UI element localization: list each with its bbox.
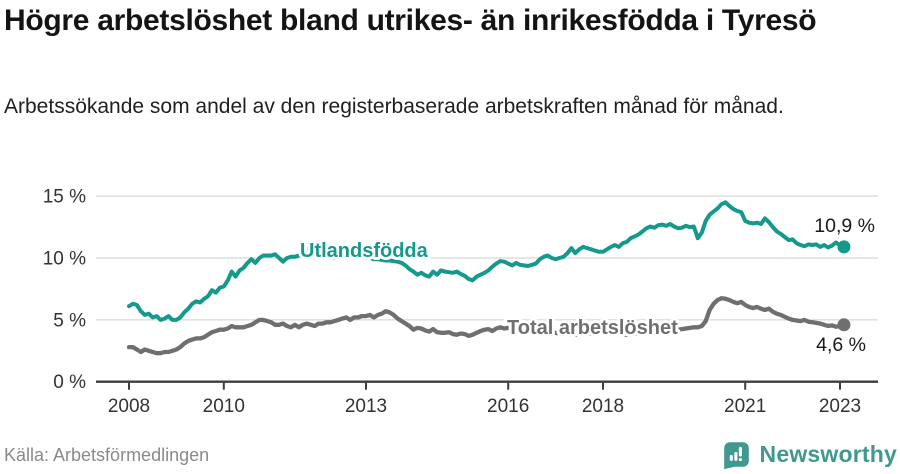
chart-subtitle: Arbetssökande som andel av den registerb…: [4, 95, 784, 118]
y-axis-label: 15 %: [43, 187, 86, 208]
series-lines: [126, 200, 851, 356]
series-line-utlandsfodda: [127, 200, 846, 322]
x-axis-label: 2010: [203, 396, 245, 417]
page-title: Högre arbetslöshet bland utrikes- än inr…: [4, 4, 817, 37]
brand-wordmark: Newsworthy: [759, 441, 897, 467]
x-axis-label: 2008: [108, 396, 150, 417]
series-label-total-arbetsloshet: Total arbetslöshet: [507, 317, 678, 339]
source-attribution: Källa: Arbetsförmedlingen: [4, 445, 210, 465]
x-axis-label: 2013: [345, 396, 387, 417]
y-axis-label: 5 %: [53, 310, 86, 331]
series-labels: Utlandsfödda Total arbetslöshet 10,9 % 4…: [297, 215, 875, 356]
y-axis-label: 10 %: [43, 249, 86, 270]
bar-icon-medium: [733, 451, 737, 461]
newsworthy-bubble-chart-icon: [723, 442, 749, 470]
x-axis: 2008 2010 2013 2016 2018 2021 2023: [108, 382, 861, 417]
newsworthy-logo: Newsworthy: [721, 438, 897, 471]
exclamation-icon-dot: [738, 458, 742, 462]
bar-icon-small: [729, 455, 733, 461]
y-axis-label: 0 %: [53, 372, 86, 393]
series-end-dot: [837, 240, 851, 254]
x-axis-label: 2021: [724, 396, 766, 417]
end-value-label-utlandsfodda: 10,9 %: [814, 215, 875, 237]
series-label-utlandsfodda: Utlandsfödda: [300, 240, 429, 262]
gridlines: 0 % 5 % 10 % 15 %: [43, 187, 878, 393]
series-line-total: [126, 296, 847, 356]
end-value-label-total: 4,6 %: [816, 334, 866, 356]
series-end-dot: [837, 318, 851, 332]
x-axis-label: 2018: [582, 396, 624, 417]
x-axis-label: 2023: [819, 396, 861, 417]
x-axis-label: 2016: [487, 396, 529, 417]
exclamation-icon-bar: [738, 446, 742, 457]
